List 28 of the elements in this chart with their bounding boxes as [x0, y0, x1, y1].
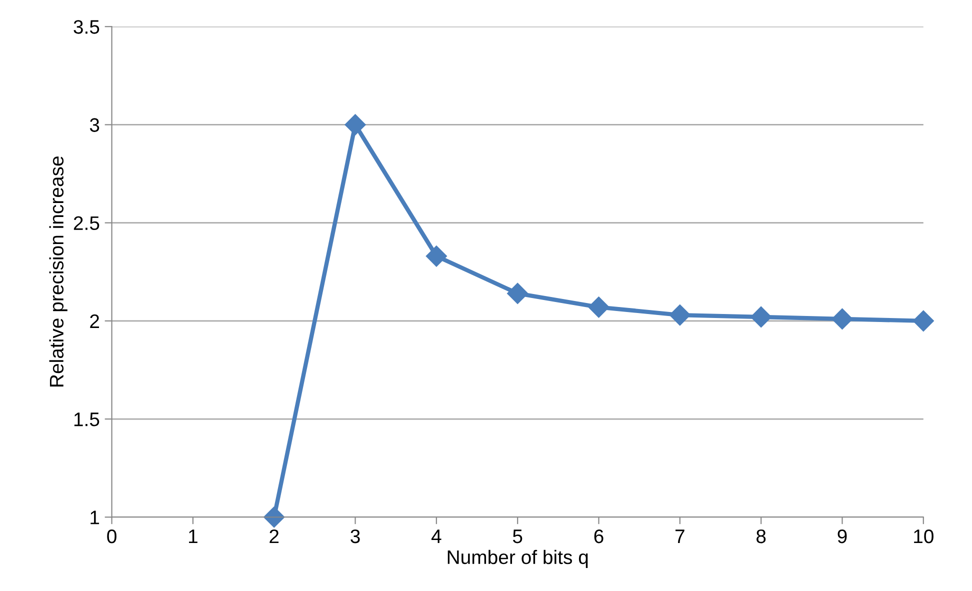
x-tick-label: 1 [189, 530, 198, 544]
x-tick-label: 10 [914, 529, 934, 544]
y-tick-label: 3 [90, 118, 100, 132]
x-tick-label: 7 [676, 530, 684, 544]
x-tick-label: 2 [270, 529, 279, 544]
y-tick-label: 2.5 [74, 216, 100, 230]
y-tick-label: 2 [90, 314, 99, 328]
y-tick-label: 1 [90, 510, 100, 524]
point [588, 296, 610, 318]
x-tick-label: 8 [756, 529, 766, 544]
x-tick-label: 9 [838, 529, 847, 544]
x-axis-title: Number of bits q [448, 550, 588, 568]
x-tick-label: 4 [431, 530, 442, 544]
point [669, 304, 690, 326]
y-tick-label: 1.5 [74, 412, 100, 426]
x-tick-label: 0 [107, 529, 116, 544]
point [426, 246, 447, 267]
y-axis-title: Relative precision increase [49, 156, 68, 386]
point [264, 506, 285, 528]
x-tick-label: 6 [594, 529, 604, 544]
point [750, 306, 772, 328]
x-tick-label: 5 [512, 530, 522, 544]
point [507, 282, 528, 304]
y-tick-label: 3.5 [74, 20, 100, 34]
point [344, 114, 366, 136]
x-tick-label: 3 [350, 529, 360, 544]
point [912, 310, 934, 332]
point [832, 308, 853, 330]
